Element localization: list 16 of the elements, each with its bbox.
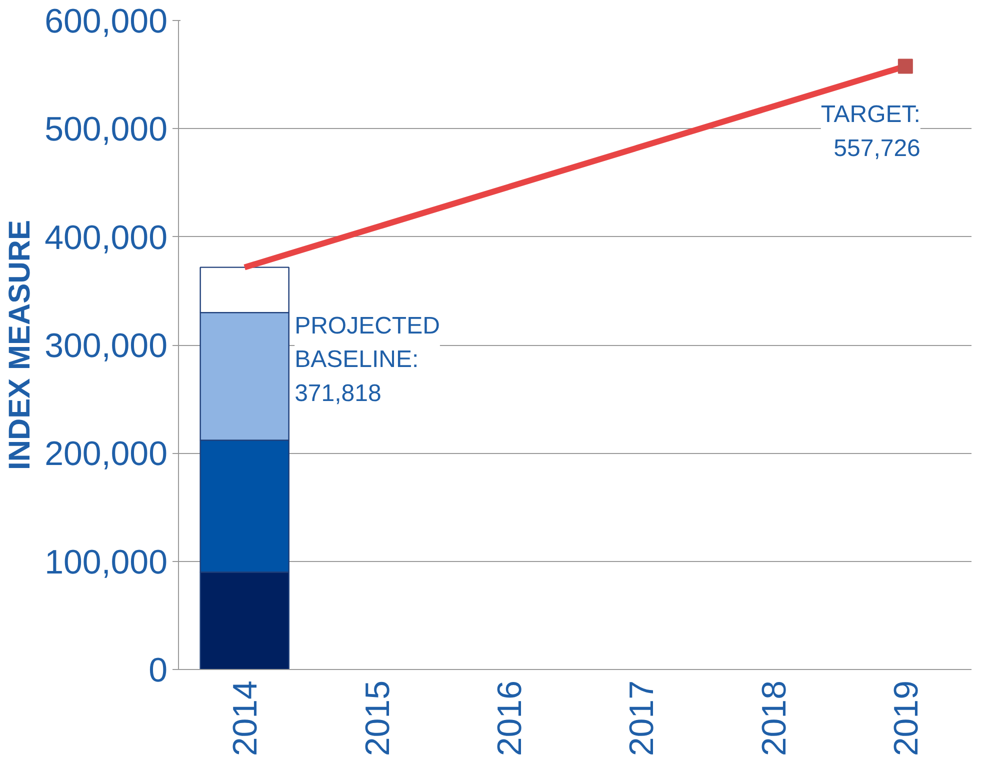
x-tick-label: 2018 bbox=[755, 680, 794, 756]
x-tick-label: 2014 bbox=[226, 680, 265, 756]
y-tick-label: 300,000 bbox=[44, 327, 168, 365]
y-axis-title: INDEX MEASURE bbox=[4, 220, 37, 470]
y-tick-label: 200,000 bbox=[44, 435, 168, 474]
y-tick-label: 600,000 bbox=[44, 2, 168, 40]
y-tick-label: 400,000 bbox=[44, 218, 168, 257]
x-tick-label: 2016 bbox=[490, 680, 529, 756]
x-tick-label: 2017 bbox=[623, 680, 662, 756]
y-tick-label: 100,000 bbox=[44, 543, 168, 582]
x-tick-label: 2019 bbox=[887, 680, 926, 756]
y-tick-label: 500,000 bbox=[44, 110, 168, 149]
annotation: TARGET: 557,726 bbox=[820, 101, 920, 162]
annotation: PROJECTED BASELINE: 371,818 bbox=[294, 312, 440, 407]
x-tick-label: 2015 bbox=[358, 680, 397, 756]
y-tick-label: 0 bbox=[148, 652, 168, 690]
